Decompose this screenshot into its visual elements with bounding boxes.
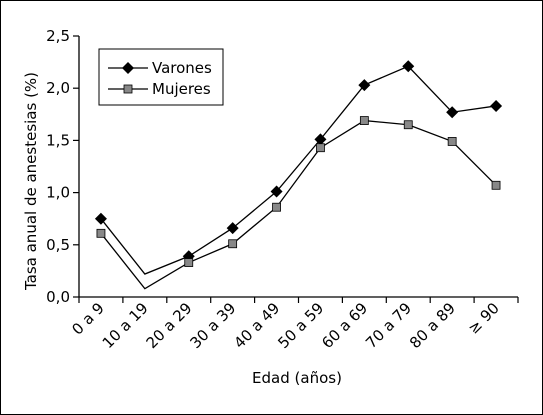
data-point [314,133,327,146]
data-point [359,116,369,125]
square-marker-icon [123,84,133,94]
y-tick-label: 2,0 [46,79,70,97]
data-point [358,79,371,92]
x-tick-label: 60 a 69 [318,299,371,352]
x-tick-label: 20 a 29 [143,299,196,352]
y-tick-label: 1,0 [46,184,70,202]
legend-item-mujeres: Mujeres [108,80,211,98]
series-line [100,65,497,275]
y-tick-label: 0,5 [46,236,70,254]
legend-box [98,48,224,106]
data-point [490,99,503,112]
legend-label-mujeres: Mujeres [152,80,211,98]
y-tick-label: 0,0 [46,288,70,306]
data-point [184,258,194,267]
data-point [96,228,106,238]
legend: Varones Mujeres [98,48,224,106]
data-point [316,143,325,153]
data-point [272,202,281,212]
legend-label-varones: Varones [152,59,212,77]
x-tick-label: 10 a 19 [99,299,152,352]
x-tick-label: 50 a 59 [274,299,327,352]
x-tick-label: 30 a 39 [187,299,240,352]
y-tick-label: 2,5 [46,27,70,45]
diamond-marker-icon [122,62,134,74]
data-point [446,106,459,119]
y-axis-label: Tasa anual de anestesias (%) [22,72,40,291]
x-tick-label: ≥ 90 [464,299,502,337]
x-tick-label: 0 a 9 [68,299,107,338]
legend-item-varones: Varones [108,59,212,77]
x-tick-label: 80 a 89 [406,299,459,352]
data-point [228,239,238,249]
data-point [94,212,107,225]
data-point [270,185,283,198]
data-point [491,180,501,190]
series-varones [94,60,503,275]
series-layer [94,60,503,290]
y-ticks: 0,0 0,5 1,0 1,5 2,0 2,5 [46,27,79,306]
series-line [100,119,497,290]
x-tick-label: 70 a 79 [362,299,415,352]
x-axis-label: Edad (años) [252,369,342,387]
x-tick-label: 40 a 49 [230,299,283,352]
data-point [226,222,239,235]
data-point [447,137,457,146]
series-mujeres [96,116,501,290]
data-point [403,120,413,130]
y-tick-label: 1,5 [46,131,70,149]
data-point [402,60,415,73]
